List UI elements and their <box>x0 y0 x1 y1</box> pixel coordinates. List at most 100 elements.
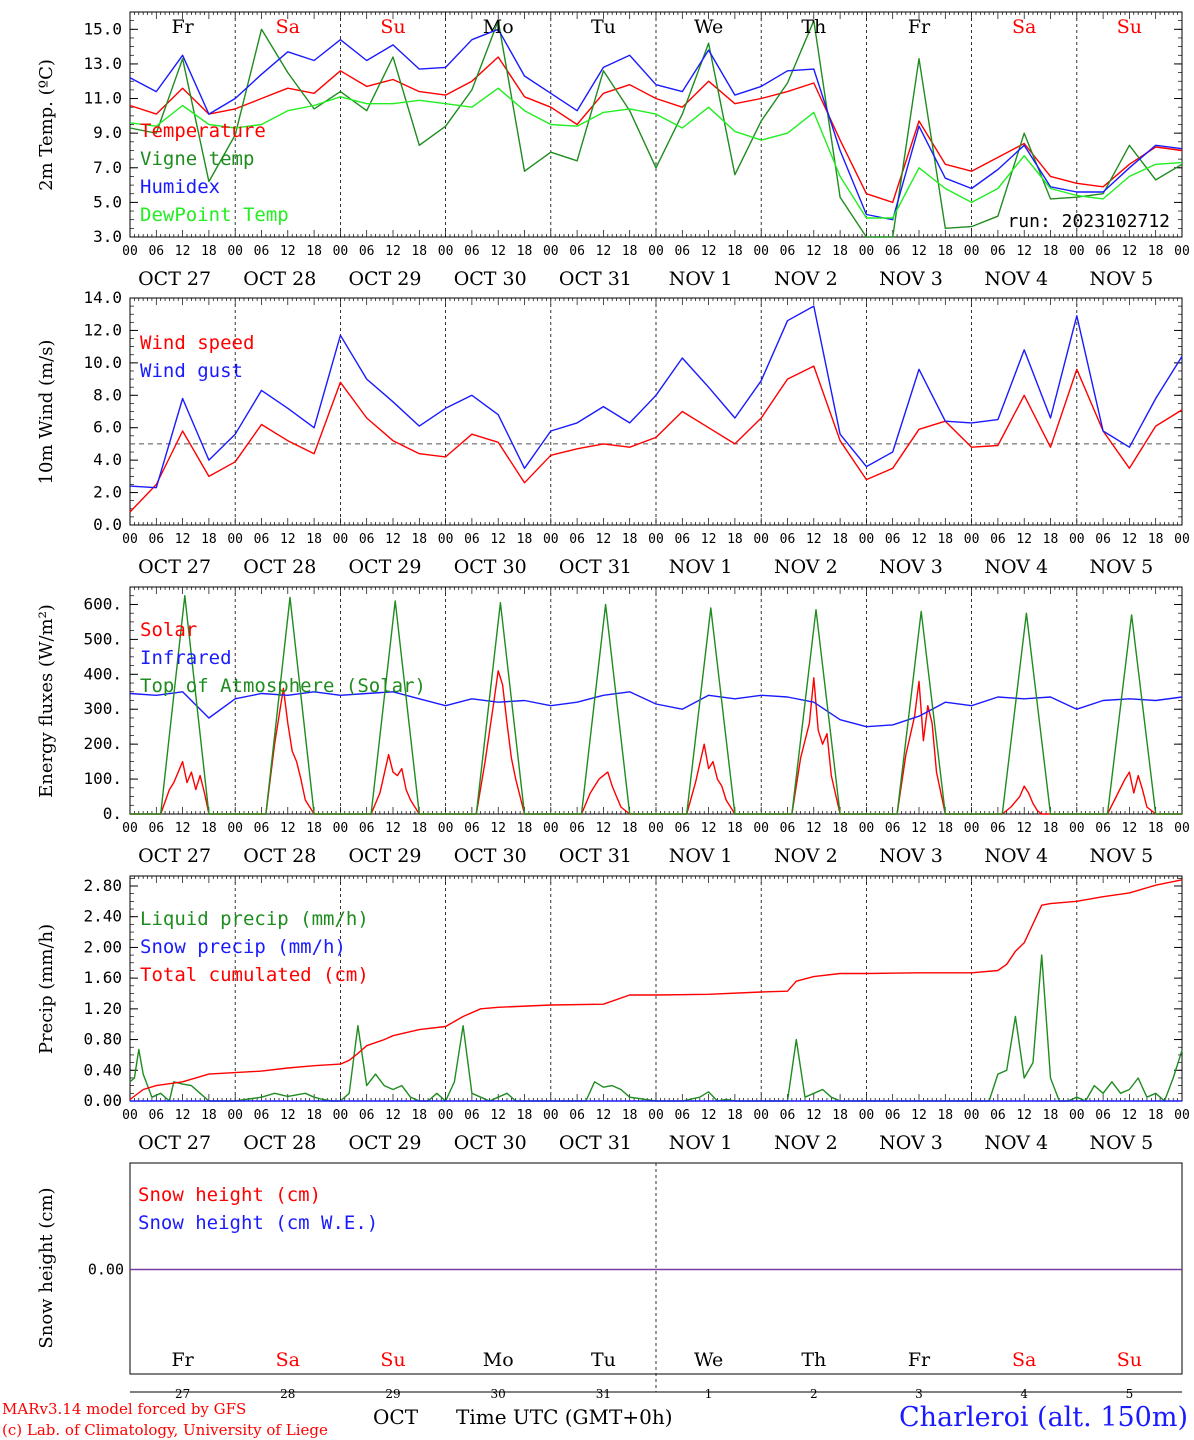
hour-label: 06 <box>780 244 796 259</box>
hour-label: 12 <box>490 532 506 547</box>
hour-label: 12 <box>701 244 717 259</box>
hour-label: 12 <box>911 821 927 836</box>
date-label: NOV 5 <box>1090 556 1154 578</box>
date-label: NOV 1 <box>669 268 733 290</box>
hour-label: 06 <box>569 532 585 547</box>
hour-label: 00 <box>859 532 875 547</box>
y-tick-label: 15.0 <box>83 19 122 38</box>
legend-entry: Snow precip (mm/h) <box>140 936 346 958</box>
day-number: 29 <box>385 1387 400 1401</box>
hour-label: 18 <box>201 532 217 547</box>
hour-label: 12 <box>911 532 927 547</box>
hour-label: 12 <box>806 1108 822 1123</box>
y-tick-label: 10.0 <box>83 353 122 372</box>
hour-label: 00 <box>753 821 769 836</box>
day-label: Su <box>380 16 405 38</box>
series-temperature <box>129 56 1183 204</box>
date-label: NOV 2 <box>774 1132 838 1154</box>
hour-label: 18 <box>517 821 533 836</box>
hour-label: 06 <box>148 244 164 259</box>
date-label: OCT 28 <box>243 845 316 867</box>
hour-label: 00 <box>122 244 138 259</box>
day-label: Mo <box>483 1349 514 1371</box>
hour-label: 18 <box>517 532 533 547</box>
hour-label: 00 <box>1069 532 1085 547</box>
y-tick-label: 1.60 <box>83 968 122 987</box>
hour-label: 06 <box>1095 244 1111 259</box>
hour-label: 00 <box>438 532 454 547</box>
hour-label: 18 <box>1043 1108 1059 1123</box>
date-label: NOV 4 <box>984 556 1048 578</box>
hour-label: 12 <box>490 1108 506 1123</box>
legend-entry: Vigne temp <box>140 148 254 170</box>
y-axis-label: Precip (mm/h) <box>36 924 57 1054</box>
hour-label: 00 <box>964 532 980 547</box>
hour-label: 18 <box>937 821 953 836</box>
hour-label: 12 <box>806 821 822 836</box>
hour-label: 18 <box>622 244 638 259</box>
hour-label: 18 <box>727 1108 743 1123</box>
day-number: 31 <box>596 1387 611 1401</box>
date-label: NOV 4 <box>984 268 1048 290</box>
hour-label: 00 <box>964 244 980 259</box>
date-label: OCT 31 <box>559 268 632 290</box>
hour-label: 00 <box>438 821 454 836</box>
day-label: Fr <box>908 1349 931 1371</box>
hour-label: 06 <box>254 821 270 836</box>
hour-label: 18 <box>832 821 848 836</box>
hour-label: 12 <box>385 1108 401 1123</box>
hour-label: 00 <box>122 1108 138 1123</box>
hour-label: 00 <box>648 1108 664 1123</box>
hour-label: 18 <box>832 244 848 259</box>
hour-label: 12 <box>701 821 717 836</box>
y-tick-label: 9.0 <box>93 123 122 142</box>
date-label: OCT 30 <box>454 845 527 867</box>
hour-label: 00 <box>859 244 875 259</box>
y-tick-label: 5.0 <box>93 192 122 211</box>
date-label: NOV 2 <box>774 845 838 867</box>
hour-label: 00 <box>648 532 664 547</box>
y-tick-label: 2.0 <box>93 483 122 502</box>
hour-label: 12 <box>175 244 191 259</box>
hour-label: 00 <box>1069 1108 1085 1123</box>
legend-entry: Liquid precip (mm/h) <box>140 908 369 930</box>
legend-entry: Snow height (cm) <box>138 1184 321 1206</box>
hour-label: 06 <box>359 821 375 836</box>
hour-label: 18 <box>1043 244 1059 259</box>
hour-label: 18 <box>937 1108 953 1123</box>
y-tick-label: 400. <box>83 664 122 683</box>
day-number: 4 <box>1020 1387 1028 1401</box>
panel-5: 0.00 Snow height (cm) Snow height (cm) Snow… <box>36 1162 1183 1401</box>
hour-label: 06 <box>674 1108 690 1123</box>
hour-label: 12 <box>385 532 401 547</box>
hour-label: 06 <box>990 1108 1006 1123</box>
hour-label: 18 <box>1148 821 1164 836</box>
series-top-of-atmosphere-solar <box>130 595 1182 815</box>
y-tick-label: 3.0 <box>93 227 122 246</box>
hour-label: 12 <box>1122 1108 1138 1123</box>
day-number: 5 <box>1126 1387 1134 1401</box>
date-label: OCT 31 <box>559 556 632 578</box>
hour-label: 06 <box>1095 532 1111 547</box>
hour-label: 06 <box>254 532 270 547</box>
hour-label: 00 <box>438 244 454 259</box>
hour-label: 00 <box>227 821 243 836</box>
hour-label: 12 <box>175 1108 191 1123</box>
date-label: OCT 30 <box>454 1132 527 1154</box>
hour-label: 12 <box>806 532 822 547</box>
run-label: run: 2023102712 <box>1007 211 1170 232</box>
hour-label: 00 <box>1069 244 1085 259</box>
day-label: Th <box>801 1349 826 1371</box>
hour-label: 18 <box>727 821 743 836</box>
day-label: Sa <box>1012 16 1036 38</box>
hour-label: 18 <box>832 1108 848 1123</box>
day-label: Su <box>1117 16 1142 38</box>
hour-label: 12 <box>385 244 401 259</box>
hour-label: 12 <box>1122 244 1138 259</box>
y-tick-label: 13.0 <box>83 54 122 73</box>
hour-label: 12 <box>701 532 717 547</box>
time-axis-label: Time UTC (GMT+0h) <box>456 1405 673 1429</box>
hour-label: 18 <box>937 244 953 259</box>
hour-label: 12 <box>596 1108 612 1123</box>
hour-label: 12 <box>596 244 612 259</box>
